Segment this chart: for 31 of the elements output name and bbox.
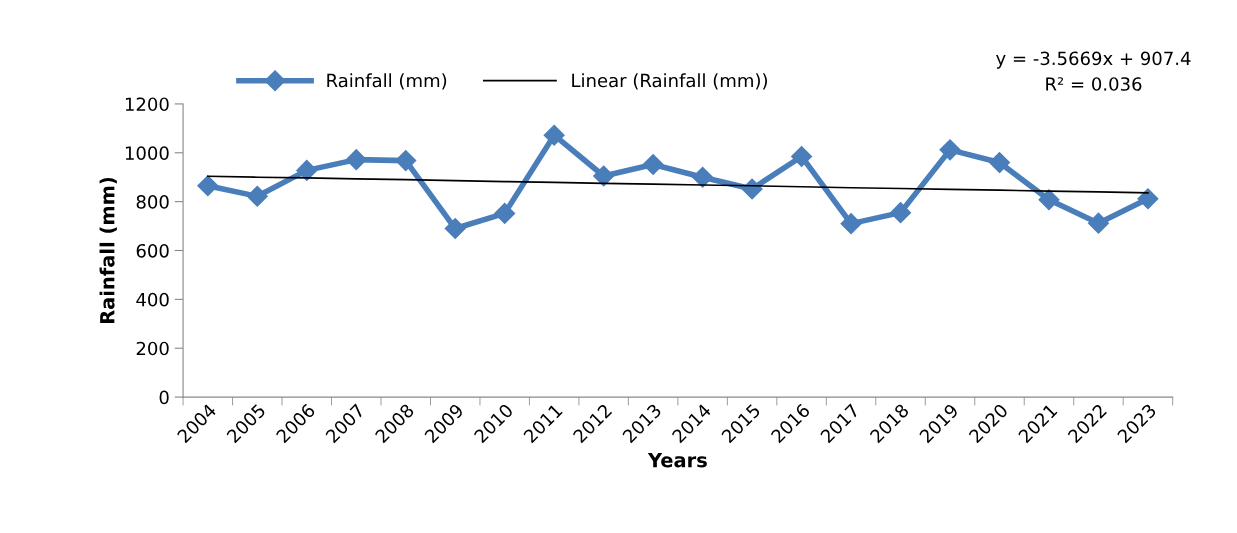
y-axis-title: Rainfall (mm) (99, 177, 117, 324)
point (246, 185, 268, 207)
y-tick-label: 600 (136, 243, 169, 258)
y-tick-label: 1000 (125, 146, 169, 160)
point (395, 150, 417, 172)
point (593, 165, 615, 187)
point (1087, 212, 1109, 234)
y-tick-label: 400 (136, 292, 169, 307)
point (494, 202, 516, 224)
point (692, 166, 714, 188)
point (197, 175, 219, 197)
point (444, 218, 466, 240)
legend-label: Rainfall (mm) (327, 73, 447, 90)
point (1038, 189, 1060, 211)
point (345, 149, 367, 171)
point (296, 159, 318, 181)
point (890, 202, 912, 224)
legend-label: Linear (Rainfall (mm)) (572, 73, 767, 90)
y-tick-label: 800 (136, 195, 169, 209)
point (543, 124, 565, 146)
point (939, 139, 961, 161)
y-tick-label: 1200 (125, 97, 169, 112)
text: y = -3.5669x + 907.4 R² = 0.036 (996, 51, 1191, 91)
y-tick-label: 200 (136, 341, 169, 356)
point (642, 154, 664, 176)
y-tick-label: 0 (159, 390, 169, 405)
point (988, 152, 1011, 174)
x-axis-title: Years (647, 452, 707, 468)
point (840, 213, 862, 235)
point (1137, 188, 1159, 210)
point (791, 145, 813, 167)
